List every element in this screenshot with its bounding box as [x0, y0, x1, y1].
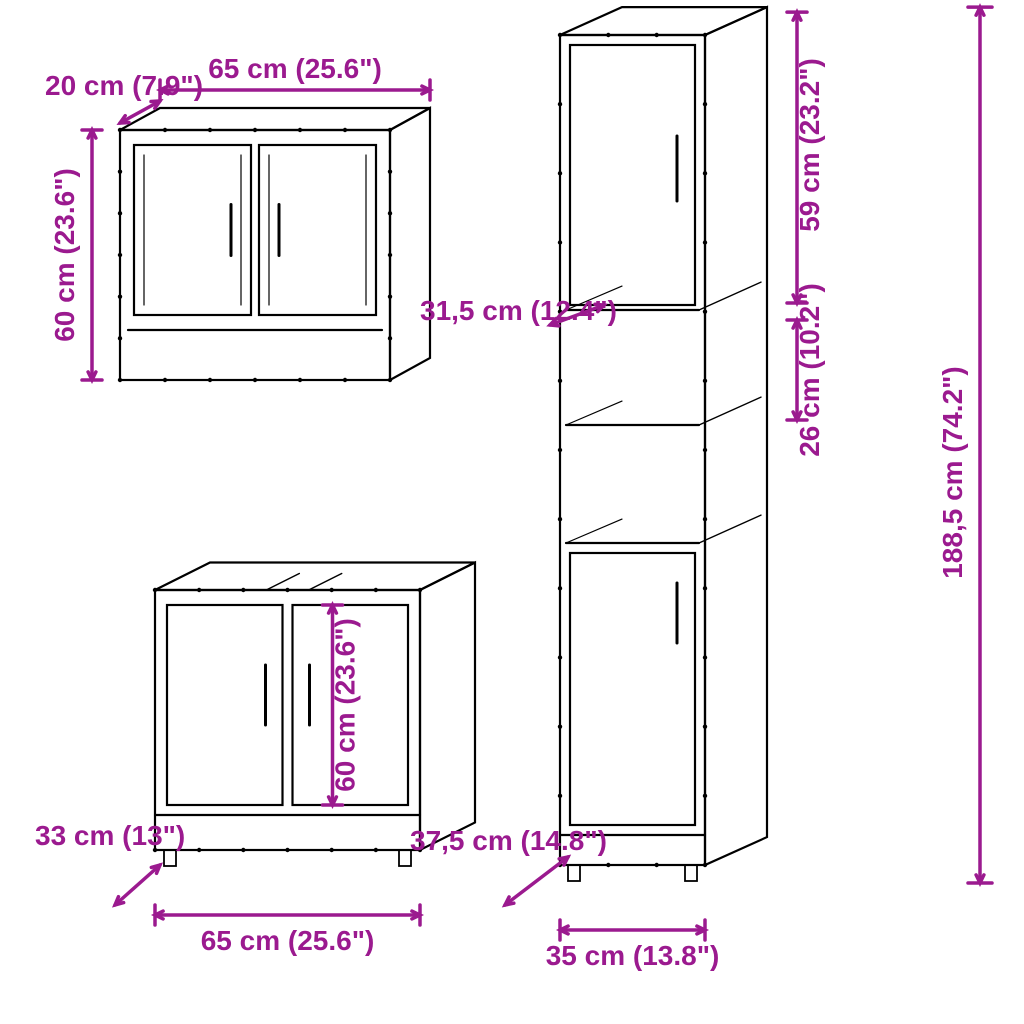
dim-65cm-bottom: 65 cm (25.6") — [201, 925, 375, 956]
dim-188.5cm: 188,5 cm (74.2") — [937, 366, 968, 579]
base-cabinet-dims: 60 cm (23.6") 33 cm (13") 65 cm (25.6") — [35, 605, 420, 956]
wall-cabinet — [118, 108, 430, 382]
dim-37.5cm: 37,5 cm (14.8") — [410, 825, 607, 856]
tall-cabinet-dims: 59 cm (23.2") 26 cm (10.2") 31,5 cm (12.4"… — [410, 7, 992, 971]
dim-31.5cm: 31,5 cm (12.4") — [420, 295, 617, 326]
base-cabinet — [153, 563, 475, 867]
dim-60cm-top: 60 cm (23.6") — [49, 168, 80, 342]
dimension-diagram: 20 cm (7.9")65 cm (25.6")60 cm (23.6")60… — [0, 0, 1024, 1024]
dim-20cm: 20 cm (7.9") — [45, 70, 203, 101]
dim-60cm-mid: 60 cm (23.6") — [330, 618, 361, 792]
tall-cabinet — [558, 7, 767, 881]
dim-35cm: 35 cm (13.8") — [546, 940, 720, 971]
dim-59cm: 59 cm (23.2") — [794, 58, 825, 232]
dim-26cm: 26 cm (10.2") — [794, 283, 825, 457]
dim-33cm: 33 cm (13") — [35, 820, 185, 851]
dim-65cm-top: 65 cm (25.6") — [208, 53, 382, 84]
